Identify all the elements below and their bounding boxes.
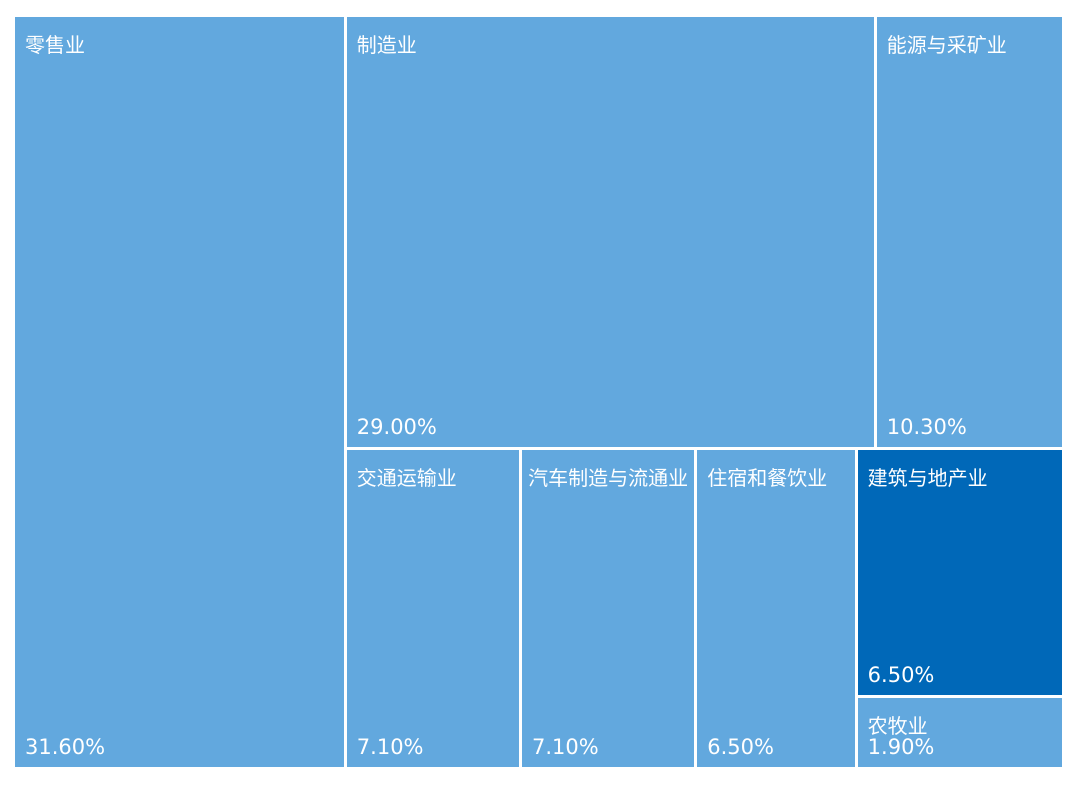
- value-label: 7.10%: [356, 734, 424, 759]
- tile-label: 交通运输业: [356, 465, 457, 490]
- tile: 住宿和餐饮业 6.50%: [697, 449, 855, 767]
- value-label: 10.30%: [886, 414, 967, 439]
- tile: 汽车制造与流通业 7.10%: [522, 449, 695, 767]
- tile: 交通运输业 7.10%: [346, 449, 520, 767]
- value-label: 6.50%: [707, 734, 774, 759]
- tile: 能源与采矿业 10.30%: [876, 17, 1062, 447]
- tile-label: 零售业: [25, 33, 85, 57]
- tile-label: 住宿和餐饮业: [707, 465, 828, 490]
- tile-label: 农牧业: [867, 713, 928, 738]
- value-label: 1.90%: [867, 734, 935, 759]
- value-label: 29.00%: [356, 414, 437, 439]
- tile-label: 制造业: [356, 33, 417, 57]
- tile: 农牧业 1.90%: [857, 697, 1062, 767]
- value-label: 7.10%: [532, 734, 599, 759]
- value-label: 31.60%: [25, 735, 106, 759]
- tile: 零售业 31.60%: [15, 17, 344, 767]
- tile-label: 汽车制造与流通业: [528, 465, 689, 490]
- tile: 建筑与地产业 6.50%: [857, 449, 1062, 695]
- tile-label: 能源与采矿业: [886, 33, 1007, 57]
- tile: 制造业 29.00%: [346, 17, 874, 447]
- tile-label: 建筑与地产业: [867, 465, 988, 490]
- value-label: 6.50%: [867, 662, 935, 687]
